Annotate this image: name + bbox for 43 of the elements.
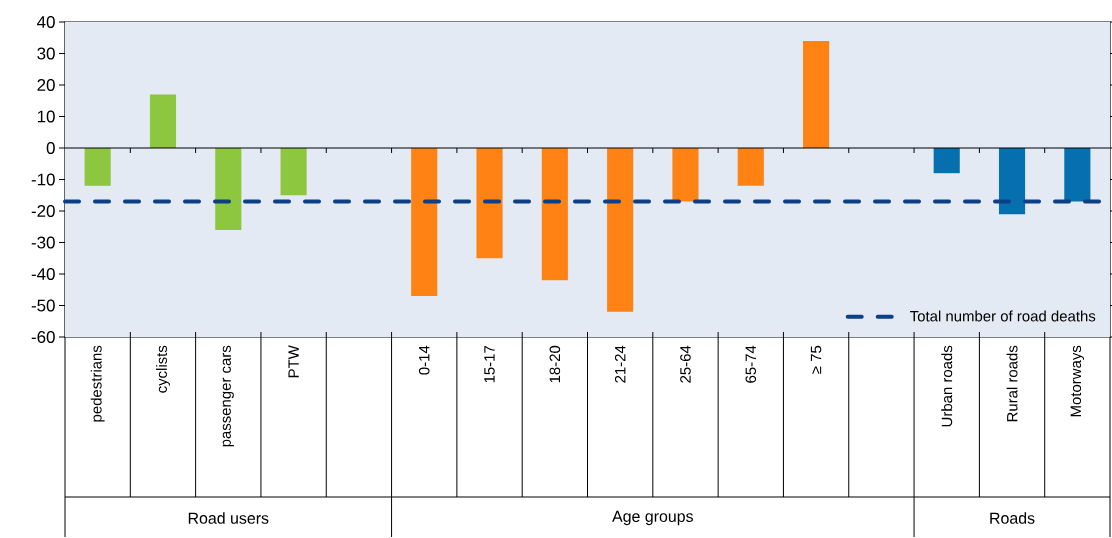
y-tick-label: 30 [37, 47, 55, 60]
bar [149, 94, 177, 148]
y-tick-label: -50 [31, 299, 55, 312]
x-tick-label: Motorways [1070, 345, 1085, 417]
bar [411, 148, 438, 297]
x-tick-label: ≥ 75 [810, 345, 822, 374]
bar [84, 148, 111, 186]
y-tick-label: 20 [37, 79, 55, 91]
bar [933, 148, 960, 174]
y-tick-label: -40 [31, 268, 55, 280]
y-tick-label: -10 [31, 173, 55, 186]
x-tick-label: 0-14 [418, 345, 430, 375]
x-tick-label: Urban roads [941, 345, 953, 427]
y-tick-label: 0 [46, 142, 55, 154]
y-tick-label: -60 [31, 331, 55, 343]
x-tick-label: pedestrians [90, 345, 105, 422]
text: Age groups [612, 510, 693, 526]
x-tick-label: Rural roads [1006, 345, 1018, 422]
x-tick-label: 25-64 [680, 345, 691, 383]
y-tick-label: 10 [37, 110, 55, 123]
x-tick-label: cyclists [156, 345, 170, 393]
bar [1064, 148, 1091, 202]
x-tick-label: 65-74 [745, 345, 757, 383]
text: Roads [990, 512, 1035, 524]
y-tick-label: -20 [31, 205, 55, 217]
bar [672, 148, 699, 202]
legend-label: Total number of road deaths [910, 310, 1096, 322]
y-tick-label: 40 [37, 16, 55, 28]
bar [541, 148, 568, 281]
bar [280, 148, 307, 196]
bar [737, 148, 764, 186]
x-tick-label: passenger cars [222, 345, 234, 447]
x-tick-label: 18-20 [549, 345, 561, 383]
bar [998, 148, 1026, 215]
bar [215, 148, 242, 230]
x-tick-label: 21-24 [614, 345, 626, 383]
bar [607, 148, 634, 312]
y-tick-label: -30 [31, 236, 55, 249]
x-tick-label: 15-17 [484, 345, 495, 383]
bar [803, 40, 830, 148]
text: Road users [188, 512, 269, 524]
x-tick-label: PTW [288, 345, 299, 378]
bar [476, 148, 503, 259]
